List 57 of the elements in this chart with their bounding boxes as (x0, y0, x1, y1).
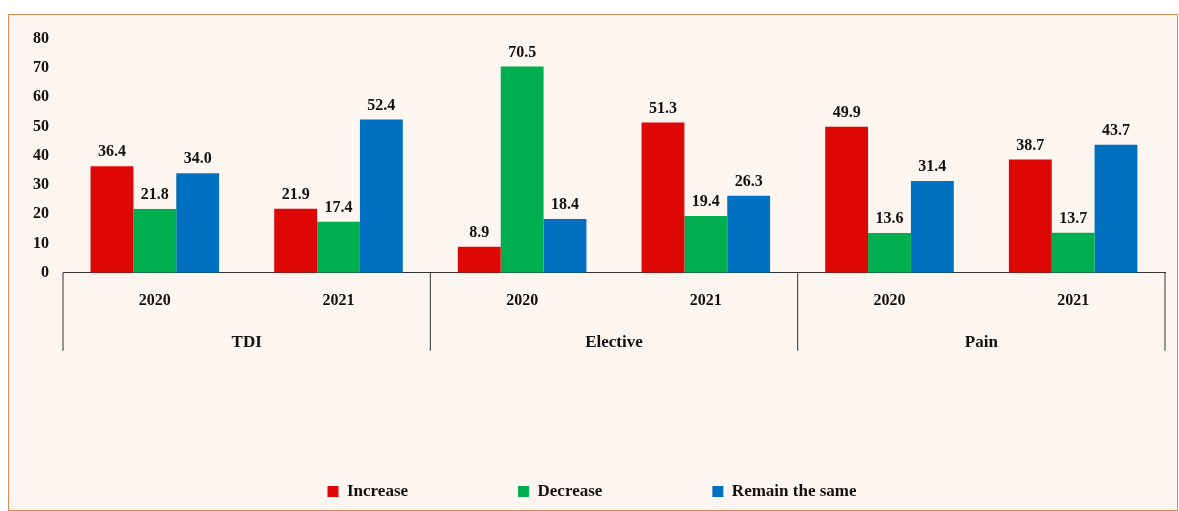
y-tick-label: 0 (41, 262, 49, 280)
y-tick-label: 30 (33, 175, 49, 193)
bar (727, 195, 771, 273)
data-label: 70.5 (508, 42, 537, 60)
text: TDI (231, 332, 263, 352)
data-label: 26.3 (734, 171, 763, 189)
x-tick-label: 2021 (1057, 290, 1090, 308)
data-label: 21.8 (140, 185, 169, 203)
bar (910, 180, 954, 273)
data-label: 38.7 (1016, 135, 1045, 153)
x-tick-label: 2021 (322, 290, 355, 308)
data-label: 8.9 (469, 222, 490, 240)
bar (274, 208, 318, 273)
x-tick-label: 2020 (138, 290, 171, 308)
data-label: 34.0 (183, 149, 212, 167)
text: Elective (585, 332, 644, 352)
bar (176, 173, 220, 273)
data-label: 17.4 (324, 198, 353, 215)
y-tick-label: 20 (33, 204, 49, 222)
legend-label: Increase (346, 480, 409, 500)
data-label: 49.9 (832, 102, 861, 120)
bar (500, 66, 544, 273)
bar (457, 246, 501, 273)
bar (868, 232, 911, 273)
y-tick-label: 70 (33, 58, 49, 76)
data-label: 13.7 (1059, 208, 1088, 226)
x-tick-label: 2020 (506, 290, 539, 308)
data-label: 43.7 (1102, 121, 1131, 139)
bar (133, 208, 177, 273)
bar (543, 218, 587, 273)
bar (317, 221, 360, 273)
data-label: 36.4 (97, 142, 126, 160)
bar (90, 166, 134, 273)
y-tick-label: 10 (33, 233, 49, 251)
y-tick-label: 50 (33, 116, 49, 134)
data-label: 52.4 (367, 95, 396, 113)
bar (1008, 159, 1052, 273)
legend-label: Decrease (537, 480, 603, 500)
bar (1051, 232, 1095, 273)
legend-label: Remain the same (731, 480, 857, 500)
data-label: 18.4 (551, 195, 580, 213)
bar (359, 119, 403, 273)
text: Pain (964, 332, 999, 352)
data-label: 51.3 (648, 98, 677, 116)
data-label: 19.4 (691, 192, 720, 210)
y-tick-label: 80 (33, 28, 49, 46)
x-tick-label: 2021 (689, 290, 722, 308)
data-label: 21.9 (281, 184, 310, 202)
x-tick-label: 2020 (873, 290, 906, 308)
data-label: 13.6 (875, 209, 904, 227)
y-tick-label: 40 (33, 145, 49, 163)
bar (825, 126, 869, 273)
data-label: 31.4 (918, 157, 947, 175)
bar (641, 122, 685, 273)
y-tick-label: 60 (33, 87, 49, 105)
bar (1094, 144, 1138, 273)
bar (684, 216, 728, 273)
